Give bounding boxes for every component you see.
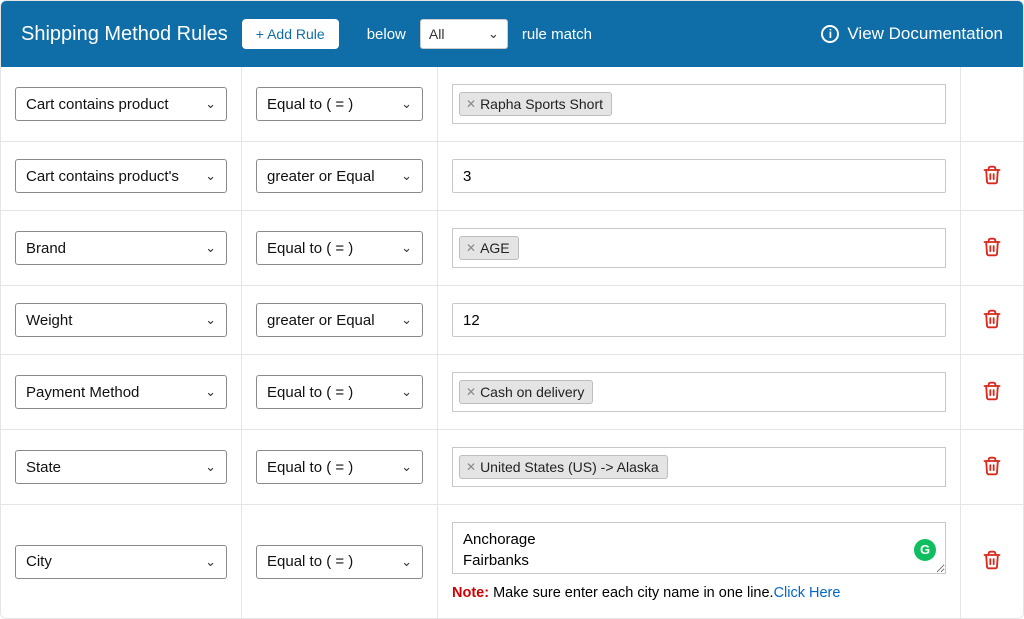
chevron-down-icon: ⌄ <box>401 459 412 475</box>
chevron-down-icon: ⌄ <box>401 554 412 570</box>
field-select-value: Cart contains product <box>26 96 169 113</box>
value-tag: ✕ Rapha Sports Short <box>459 92 612 116</box>
field-select[interactable]: Brand ⌄ <box>15 231 227 265</box>
value-note: Note: Make sure enter each city name in … <box>452 585 946 601</box>
operator-select[interactable]: Equal to ( = ) ⌄ <box>256 545 423 579</box>
operator-select-value: Equal to ( = ) <box>267 96 353 113</box>
remove-tag-icon[interactable]: ✕ <box>466 385 476 399</box>
chevron-down-icon: ⌄ <box>401 168 412 184</box>
value-text-input[interactable] <box>452 303 946 337</box>
delete-rule-button[interactable] <box>982 164 1002 189</box>
operator-select-value: greater or Equal <box>267 312 375 329</box>
remove-tag-icon[interactable]: ✕ <box>466 460 476 474</box>
trash-icon <box>982 236 1002 258</box>
rule-row: State ⌄ Equal to ( = ) ⌄ ✕ United States … <box>1 429 1023 504</box>
operator-select[interactable]: Equal to ( = ) ⌄ <box>256 87 423 121</box>
chevron-down-icon: ⌄ <box>401 96 412 112</box>
field-select-value: Payment Method <box>26 384 139 401</box>
trash-icon <box>982 164 1002 186</box>
rules-body: Cart contains product ⌄ Equal to ( = ) ⌄… <box>1 67 1023 618</box>
operator-select[interactable]: greater or Equal ⌄ <box>256 159 423 193</box>
operator-select[interactable]: Equal to ( = ) ⌄ <box>256 375 423 409</box>
chevron-down-icon: ⌄ <box>205 459 216 475</box>
field-select[interactable]: City ⌄ <box>15 545 227 579</box>
delete-rule-button[interactable] <box>982 455 1002 480</box>
field-select[interactable]: Payment Method ⌄ <box>15 375 227 409</box>
view-documentation-link[interactable]: i View Documentation <box>821 24 1003 44</box>
delete-rule-button[interactable] <box>982 308 1002 333</box>
note-text: Make sure enter each city name in one li… <box>489 585 774 601</box>
chevron-down-icon: ⌄ <box>488 26 499 42</box>
below-label: below <box>367 26 406 43</box>
field-select[interactable]: Cart contains product ⌄ <box>15 87 227 121</box>
trash-icon <box>982 380 1002 402</box>
remove-tag-icon[interactable]: ✕ <box>466 241 476 255</box>
rule-row: Brand ⌄ Equal to ( = ) ⌄ ✕ AGE <box>1 210 1023 285</box>
value-text-input[interactable] <box>452 159 946 193</box>
trash-icon <box>982 308 1002 330</box>
rules-container: Shipping Method Rules + Add Rule below A… <box>0 0 1024 619</box>
field-select[interactable]: Weight ⌄ <box>15 303 227 337</box>
field-select[interactable]: Cart contains product's ⌄ <box>15 159 227 193</box>
info-icon: i <box>821 25 839 43</box>
field-select-value: State <box>26 459 61 476</box>
operator-select-value: Equal to ( = ) <box>267 459 353 476</box>
tag-label: United States (US) -> Alaska <box>480 459 659 475</box>
remove-tag-icon[interactable]: ✕ <box>466 97 476 111</box>
chevron-down-icon: ⌄ <box>205 168 216 184</box>
field-select-value: Cart contains product's <box>26 168 179 185</box>
match-type-value: All <box>429 26 445 42</box>
view-doc-label: View Documentation <box>847 24 1003 44</box>
field-select-value: Brand <box>26 240 66 257</box>
chevron-down-icon: ⌄ <box>401 384 412 400</box>
chevron-down-icon: ⌄ <box>401 240 412 256</box>
page-title: Shipping Method Rules <box>21 23 228 46</box>
rule-row: Payment Method ⌄ Equal to ( = ) ⌄ ✕ Cash … <box>1 354 1023 429</box>
tag-label: AGE <box>480 240 510 256</box>
rule-row: Weight ⌄ greater or Equal ⌄ <box>1 285 1023 354</box>
tag-label: Cash on delivery <box>480 384 584 400</box>
field-select-value: Weight <box>26 312 72 329</box>
match-type-select[interactable]: All ⌄ <box>420 19 508 49</box>
add-rule-button[interactable]: + Add Rule <box>242 19 339 49</box>
chevron-down-icon: ⌄ <box>205 312 216 328</box>
operator-select-value: greater or Equal <box>267 168 375 185</box>
value-tag-input[interactable]: ✕ Rapha Sports Short <box>452 84 946 124</box>
delete-rule-button[interactable] <box>982 549 1002 574</box>
trash-icon <box>982 549 1002 571</box>
chevron-down-icon: ⌄ <box>205 240 216 256</box>
operator-select-value: Equal to ( = ) <box>267 553 353 570</box>
operator-select[interactable]: greater or Equal ⌄ <box>256 303 423 337</box>
note-prefix: Note: <box>452 585 489 601</box>
chevron-down-icon: ⌄ <box>205 96 216 112</box>
value-tag-input[interactable]: ✕ AGE <box>452 228 946 268</box>
rule-row: Cart contains product ⌄ Equal to ( = ) ⌄… <box>1 67 1023 141</box>
value-textarea[interactable] <box>452 522 946 574</box>
field-select-value: City <box>26 553 52 570</box>
operator-select-value: Equal to ( = ) <box>267 384 353 401</box>
grammarly-badge-icon: G <box>914 539 936 561</box>
tag-label: Rapha Sports Short <box>480 96 603 112</box>
value-tag-input[interactable]: ✕ Cash on delivery <box>452 372 946 412</box>
chevron-down-icon: ⌄ <box>401 312 412 328</box>
trash-icon <box>982 455 1002 477</box>
operator-select[interactable]: Equal to ( = ) ⌄ <box>256 231 423 265</box>
delete-rule-button[interactable] <box>982 380 1002 405</box>
value-tag: ✕ AGE <box>459 236 519 260</box>
rule-row: City ⌄ Equal to ( = ) ⌄ G Note: Make sure… <box>1 504 1023 618</box>
chevron-down-icon: ⌄ <box>205 554 216 570</box>
note-link[interactable]: Click Here <box>774 585 841 601</box>
rule-match-label: rule match <box>522 26 592 43</box>
header-bar: Shipping Method Rules + Add Rule below A… <box>1 1 1023 67</box>
value-tag-input[interactable]: ✕ United States (US) -> Alaska <box>452 447 946 487</box>
value-tag: ✕ Cash on delivery <box>459 380 593 404</box>
operator-select-value: Equal to ( = ) <box>267 240 353 257</box>
field-select[interactable]: State ⌄ <box>15 450 227 484</box>
value-tag: ✕ United States (US) -> Alaska <box>459 455 668 479</box>
operator-select[interactable]: Equal to ( = ) ⌄ <box>256 450 423 484</box>
chevron-down-icon: ⌄ <box>205 384 216 400</box>
delete-rule-button[interactable] <box>982 236 1002 261</box>
rule-row: Cart contains product's ⌄ greater or Equ… <box>1 141 1023 210</box>
